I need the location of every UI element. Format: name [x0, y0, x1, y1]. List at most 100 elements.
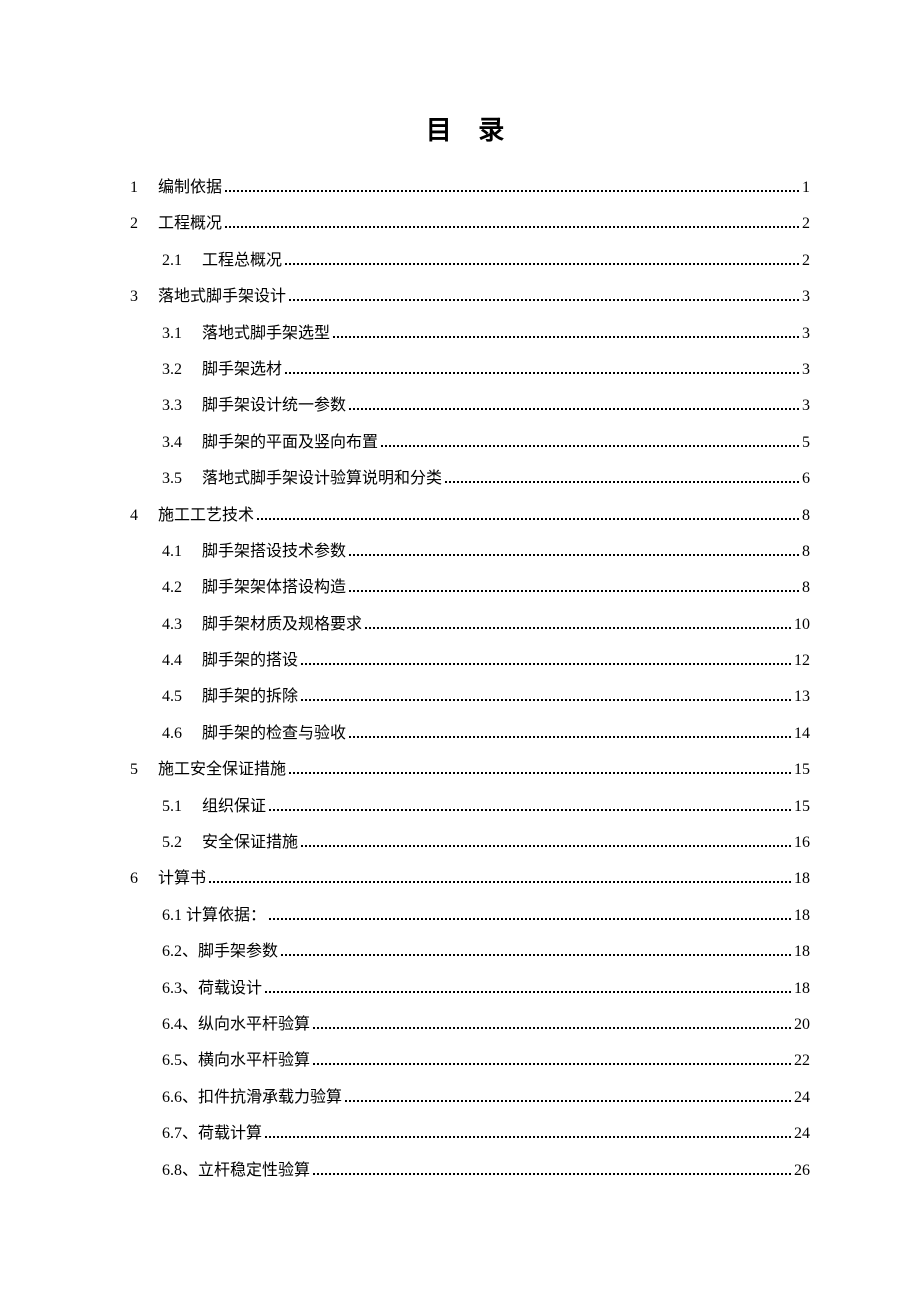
toc-entry-number: 4.2 — [162, 577, 202, 599]
toc-entry: 5.1组织保证 15 — [130, 796, 810, 818]
toc-leader-dots — [349, 554, 799, 556]
toc-entry: 4.4脚手架的搭设 12 — [130, 650, 810, 672]
toc-entry-number: 4 — [130, 505, 158, 527]
toc-entry-number: 2.1 — [162, 250, 202, 272]
toc-entry-page: 3 — [802, 359, 810, 381]
toc-leader-dots — [289, 299, 799, 301]
toc-entry: 6.4、纵向水平杆验算 20 — [130, 1014, 810, 1036]
toc-leader-dots — [381, 445, 799, 447]
toc-entry-page: 3 — [802, 323, 810, 345]
toc-leader-dots — [349, 736, 791, 738]
toc-leader-dots — [313, 1173, 791, 1175]
toc-entry: 3落地式脚手架设计3 — [130, 286, 810, 308]
toc-leader-dots — [225, 190, 799, 192]
toc-entry-text: 6.3、荷载设计 — [162, 978, 262, 1000]
toc-entry: 6.6、扣件抗滑承载力验算24 — [130, 1087, 810, 1109]
toc-entry: 6.2、脚手架参数18 — [130, 941, 810, 963]
toc-entry-page: 22 — [794, 1050, 810, 1072]
toc-entry-page: 8 — [802, 505, 810, 527]
toc-entry-text: 脚手架的拆除 — [202, 686, 298, 708]
toc-entry-text: 落地式脚手架选型 — [202, 323, 330, 345]
toc-entry-number: 4.3 — [162, 614, 202, 636]
toc-entry: 4.6脚手架的检查与验收 14 — [130, 723, 810, 745]
toc-entry-text: 脚手架架体搭设构造 — [202, 577, 346, 599]
toc-entry-text: 落地式脚手架设计 — [158, 286, 286, 308]
toc-entry-page: 8 — [802, 577, 810, 599]
toc-entry-page: 13 — [794, 686, 810, 708]
toc-entry-page: 12 — [794, 650, 810, 672]
toc-leader-dots — [285, 263, 799, 265]
toc-entry: 6.8、立杆稳定性验算26 — [130, 1160, 810, 1182]
toc-entry-page: 2 — [802, 213, 810, 235]
toc-entry-page: 6 — [802, 468, 810, 490]
toc-leader-dots — [289, 772, 791, 774]
toc-entry-number: 5.1 — [162, 796, 202, 818]
toc-leader-dots — [301, 663, 791, 665]
toc-entry-page: 24 — [794, 1087, 810, 1109]
toc-leader-dots — [313, 1027, 791, 1029]
toc-entry-page: 15 — [794, 796, 810, 818]
toc-entry-text: 脚手架的检查与验收 — [202, 723, 346, 745]
toc-entry-number: 3.3 — [162, 395, 202, 417]
toc-leader-dots — [301, 845, 791, 847]
toc-entry: 5施工安全保证措施15 — [130, 759, 810, 781]
toc-entry-text: 组织保证 — [202, 796, 266, 818]
toc-entry-page: 20 — [794, 1014, 810, 1036]
toc-entry: 6.3、荷载设计18 — [130, 978, 810, 1000]
toc-entry-page: 15 — [794, 759, 810, 781]
toc-entry-text: 6.2、脚手架参数 — [162, 941, 278, 963]
toc-entry-text: 工程概况 — [158, 213, 222, 235]
toc-entry: 3.3脚手架设计统一参数 3 — [130, 395, 810, 417]
toc-entry-text: 落地式脚手架设计验算说明和分类 — [202, 468, 442, 490]
toc-entry-text: 计算书 — [158, 868, 206, 890]
toc-entry-number: 4.5 — [162, 686, 202, 708]
toc-leader-dots — [269, 809, 791, 811]
toc-entry: 6.5、横向水平杆验算22 — [130, 1050, 810, 1072]
toc-leader-dots — [209, 881, 791, 883]
toc-entry-text: 脚手架的平面及竖向布置 — [202, 432, 378, 454]
toc-entry-text: 工程总概况 — [202, 250, 282, 272]
toc-entry-text: 编制依据 — [158, 177, 222, 199]
toc-entry-text: 施工安全保证措施 — [158, 759, 286, 781]
toc-entry-text: 6.7、荷载计算 — [162, 1123, 262, 1145]
toc-entry: 3.1落地式脚手架选型 3 — [130, 323, 810, 345]
toc-entry-number: 4.4 — [162, 650, 202, 672]
toc-entry-number: 5.2 — [162, 832, 202, 854]
toc-leader-dots — [301, 699, 791, 701]
toc-entry-page: 5 — [802, 432, 810, 454]
toc-entry-page: 14 — [794, 723, 810, 745]
toc-entry-number: 4.1 — [162, 541, 202, 563]
toc-entry-text: 脚手架选材 — [202, 359, 282, 381]
toc-entry-text: 6.1 计算依据： — [162, 905, 266, 927]
toc-title: 目 录 — [130, 110, 810, 147]
toc-entry-number: 3.1 — [162, 323, 202, 345]
toc-entry-number: 3.5 — [162, 468, 202, 490]
toc-leader-dots — [265, 1136, 791, 1138]
toc-entry: 6.7、荷载计算24 — [130, 1123, 810, 1145]
toc-entry-text: 脚手架的搭设 — [202, 650, 298, 672]
toc-entry-text: 6.4、纵向水平杆验算 — [162, 1014, 310, 1036]
toc-entry-page: 16 — [794, 832, 810, 854]
toc-leader-dots — [269, 918, 791, 920]
toc-entry-number: 4.6 — [162, 723, 202, 745]
toc-entry-number: 1 — [130, 177, 158, 199]
toc-entry-page: 3 — [802, 395, 810, 417]
toc-leader-dots — [225, 226, 799, 228]
toc-leader-dots — [281, 954, 791, 956]
toc-entry-number: 2 — [130, 213, 158, 235]
toc-entry-number: 3 — [130, 286, 158, 308]
toc-entry: 3.5落地式脚手架设计验算说明和分类 6 — [130, 468, 810, 490]
toc-entry: 4施工工艺技术8 — [130, 505, 810, 527]
toc-entry-number: 6 — [130, 868, 158, 890]
toc-entry: 1编制依据1 — [130, 177, 810, 199]
toc-entry: 5.2安全保证措施16 — [130, 832, 810, 854]
toc-container: 1编制依据12工程概况22.1工程总概况23落地式脚手架设计33.1落地式脚手架… — [130, 177, 810, 1182]
toc-entry-text: 脚手架设计统一参数 — [202, 395, 346, 417]
toc-entry-page: 3 — [802, 286, 810, 308]
toc-entry-page: 18 — [794, 905, 810, 927]
toc-leader-dots — [313, 1063, 791, 1065]
toc-entry-page: 26 — [794, 1160, 810, 1182]
toc-entry-number: 3.4 — [162, 432, 202, 454]
toc-leader-dots — [257, 518, 799, 520]
toc-leader-dots — [265, 991, 791, 993]
